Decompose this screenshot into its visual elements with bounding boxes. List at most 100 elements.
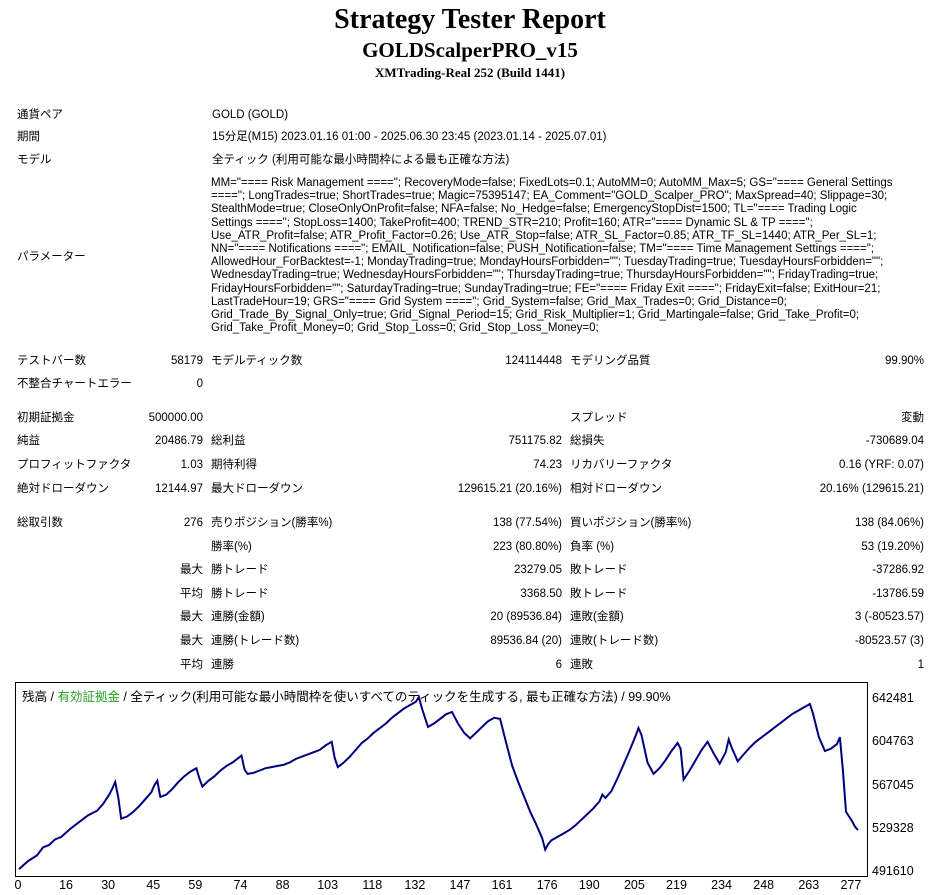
model-value: 全ティック (利用可能な最小時間枠による最も正確な方法) [212,154,510,166]
ticks-label: モデルティック数 [211,355,303,367]
chart-legend: 残高 / 有効証拠金 / 全ティック(利用可能な最小時間枠を使いすべてのティック… [22,686,671,705]
x-tick-label: 88 [275,878,290,892]
x-tick-label: 219 [666,878,687,892]
y-tick-label: 642481 [872,691,914,705]
x-tick-label: 161 [491,878,513,892]
model-label: モデル [17,154,52,166]
max-label: 最大 [180,635,203,647]
avgconswin-value: 6 [555,659,562,671]
x-tick-label: 147 [449,878,471,892]
long-label: 買いポジション(勝率%) [570,517,692,529]
avg-label: 平均 [180,588,203,600]
lossrate-label: 負率 (%) [570,541,615,553]
params-label: パラメーター [17,251,86,263]
balance-line [18,694,859,870]
symbol-value: GOLD (GOLD) [212,109,289,121]
maxdd-value: 129615.21 (20.16%) [457,483,562,495]
period-value: 15分足(M15) 2023.01.16 01:00 - 2025.06.30 … [212,131,607,143]
payoff-label: 期待利得 [211,459,257,471]
max-label: 最大 [180,611,203,623]
deposit-value: 500000.00 [148,412,203,424]
avgwin-label: 勝トレード [211,588,269,600]
x-tick-label: 103 [317,878,339,892]
grossloss-label: 総損失 [570,435,605,447]
avgloss-value: -13786.59 [872,588,924,600]
conswin-money-value: 20 (89536.84) [490,611,562,623]
balance-chart [15,682,868,877]
x-tick-label: 190 [578,878,600,892]
long-value: 138 (84.06%) [854,517,924,529]
maxwin-value: 23279.05 [514,564,562,576]
period-label: 期間 [17,131,40,143]
quality-label: モデリング品質 [570,355,651,367]
x-tick-label: 176 [536,878,558,892]
mismatch-label: 不整合チャートエラー [17,378,132,390]
x-tick-label: 132 [404,878,426,892]
x-tick-label: 16 [59,878,74,892]
x-tick-label: 118 [362,878,383,892]
y-tick-label: 567045 [872,777,914,792]
grossprofit-label: 総利益 [211,435,246,447]
consloss-count-label: 連敗(トレード数) [570,635,659,647]
spread-label: スプレッド [570,412,628,424]
ticks-value: 124114448 [505,355,562,367]
x-tick-label: 263 [798,878,820,892]
y-tick-label: 491610 [872,864,914,878]
y-tick-label: 604763 [872,734,914,749]
bars-label: テストバー数 [17,355,86,367]
server-name: XMTrading-Real 252 (Build 1441) [374,65,566,80]
consloss-money-label: 連敗(金額) [570,611,624,623]
x-tick-label: 30 [101,878,116,892]
avgloss-label: 敗トレード [570,588,628,600]
absdd-label: 絶対ドローダウン [17,483,109,495]
bars-value: 58179 [171,355,203,367]
short-label: 売りポジション(勝率%) [211,517,333,529]
reldd-value: 20.16% (129615.21) [819,483,924,495]
absdd-value: 12144.97 [155,483,203,495]
trades-value: 276 [183,517,203,529]
pf-value: 1.03 [180,459,203,471]
avg-label: 平均 [180,659,203,671]
mismatch-value: 0 [196,378,203,390]
netprofit-value: 20486.79 [155,435,203,447]
x-tick-label: 248 [753,878,775,892]
x-tick-label: 205 [623,878,645,892]
max-label: 最大 [180,564,203,576]
conswin-count-label: 連勝(トレード数) [211,635,300,647]
y-tick-label: 529328 [872,820,914,835]
report-title: Strategy Tester Report [334,4,606,35]
legend-balance: 残高 [22,690,48,704]
balance-chart-svg [18,694,859,870]
maxloss-value: -37286.92 [872,564,924,576]
avgconsloss-label: 連敗 [570,659,593,671]
winrate-label: 勝率(%) [211,541,252,553]
short-value: 138 (77.54%) [492,517,562,529]
payoff-value: 74.23 [533,459,562,471]
conswin-money-label: 連勝(金額) [211,611,265,623]
x-tick-label: 0 [14,878,22,892]
netprofit-label: 純益 [17,435,40,447]
reldd-label: 相対ドローダウン [570,483,662,495]
quality-value: 99.90% [884,355,924,367]
legend-equity: 有効証拠金 [57,690,120,704]
x-tick-label: 74 [233,878,248,892]
winrate-value: 223 (80.80%) [492,541,562,553]
conswin-count-value: 89536.84 (20) [490,635,562,647]
maxloss-label: 敗トレード [570,564,628,576]
grossloss-value: -730689.04 [865,435,924,447]
maxwin-label: 勝トレード [211,564,269,576]
recovery-value: 0.16 (YRF: 0.07) [838,459,924,471]
deposit-label: 初期証拠金 [17,412,75,424]
legend-separator: / [47,690,58,704]
x-tick-label: 59 [188,878,203,892]
x-tick-label: 277 [840,878,862,892]
legend-separator: / [119,690,131,704]
symbol-label: 通貨ペア [17,109,63,121]
legend-model: 全ティック(利用可能な最小時間枠を使いすべてのティックを生成する, 最も正確な方… [130,690,671,704]
consloss-money-value: 3 (-80523.57) [854,611,924,623]
maxdd-label: 最大ドローダウン [211,483,303,495]
avgconswin-label: 連勝 [211,659,234,671]
x-tick-label: 45 [146,878,161,892]
lossrate-value: 53 (19.20%) [861,541,924,553]
avgwin-value: 3368.50 [520,588,562,600]
